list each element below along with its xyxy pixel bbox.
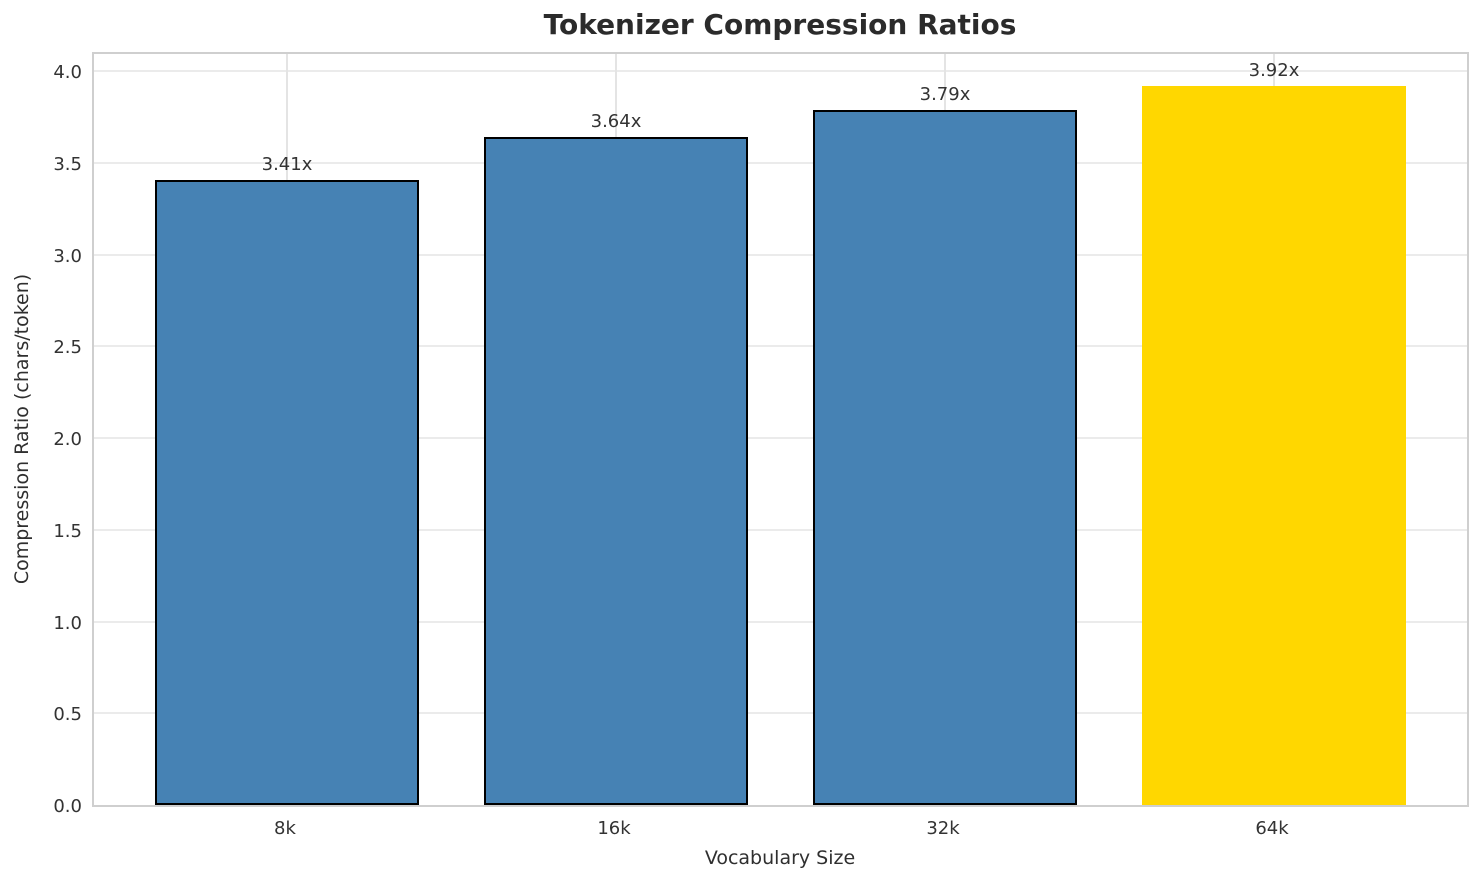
h-gridline — [94, 620, 1467, 623]
plot-area: 3.41x 3.64x 3.79x 3.92x — [92, 52, 1469, 807]
bar-16k — [484, 137, 748, 805]
h-gridline — [94, 253, 1467, 256]
y-tick-label: 0.0 — [53, 796, 82, 817]
bar-value-label: 3.92x — [1248, 59, 1300, 81]
bar-8k — [155, 179, 419, 805]
x-tick-label: 32k — [926, 818, 960, 839]
x-axis-label: Vocabulary Size — [704, 847, 856, 869]
y-tick-label: 1.0 — [53, 612, 82, 634]
h-gridline — [94, 712, 1467, 715]
bar-64k — [1142, 85, 1406, 805]
bar-32k — [813, 109, 1077, 805]
h-gridline — [94, 345, 1467, 348]
bar-value-label: 3.79x — [919, 83, 971, 105]
chart-title: Tokenizer Compression Ratios — [543, 8, 1017, 41]
y-tick-label: 2.5 — [53, 337, 82, 359]
y-tick-label: 2.0 — [53, 429, 82, 451]
bar-value-label: 3.64x — [590, 111, 642, 133]
h-gridline — [94, 162, 1467, 164]
h-gridline — [94, 528, 1467, 531]
x-tick-label: 8k — [274, 818, 296, 839]
y-tick-label: 0.5 — [53, 704, 82, 726]
x-tick-label: 16k — [597, 818, 631, 839]
y-tick-label: 4.0 — [53, 62, 82, 84]
h-gridline — [94, 70, 1467, 73]
y-tick-label: 1.5 — [53, 520, 82, 542]
h-gridline — [94, 437, 1467, 440]
bar-value-label: 3.41x — [261, 153, 313, 175]
y-tick-label: 3.5 — [53, 153, 82, 175]
y-tick-label: 3.0 — [53, 245, 82, 267]
x-tick-label: 64k — [1255, 818, 1289, 839]
